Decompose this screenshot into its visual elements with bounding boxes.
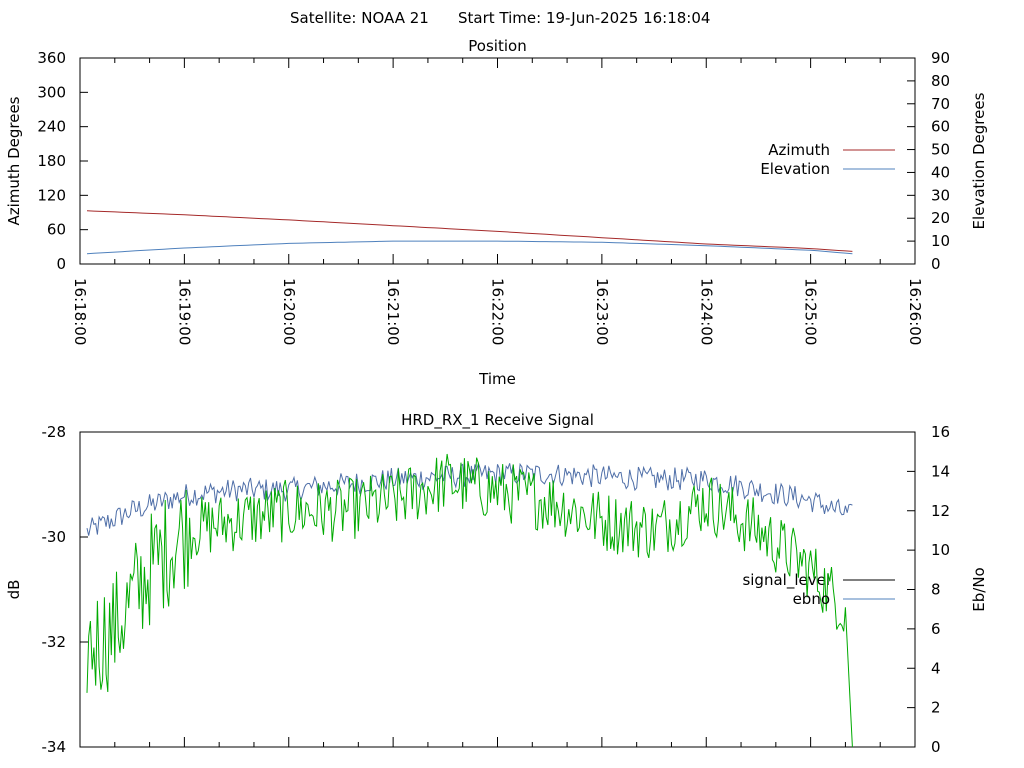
legend-label: ebno bbox=[793, 590, 830, 608]
y2-tick-label: 4 bbox=[931, 659, 941, 677]
y2-tick-label: 6 bbox=[931, 620, 941, 638]
y-tick-label: -34 bbox=[42, 738, 67, 756]
legend-label: Elevation bbox=[760, 160, 830, 178]
x-tick-label: 16:21:00 bbox=[384, 278, 402, 345]
y2-tick-label: 14 bbox=[931, 462, 950, 480]
series-line-azimuth bbox=[86, 210, 853, 252]
y2-tick-label: 16 bbox=[931, 423, 950, 441]
y2-tick-label: 10 bbox=[931, 541, 950, 559]
y-tick-label: 300 bbox=[37, 83, 66, 101]
x-tick-label: 16:23:00 bbox=[593, 278, 611, 345]
y-tick-label: 360 bbox=[37, 49, 66, 67]
x-tick-label: 16:18:00 bbox=[71, 278, 89, 345]
position-chart: Position 0 60 120 180 240 300 360 0 10 20 30 40 50 60 7… bbox=[5, 37, 988, 388]
start-time-label: Start Time: 19-Jun-2025 16:18:04 bbox=[458, 9, 710, 27]
y2-tick-label: 0 bbox=[931, 738, 941, 756]
series-line-ebno bbox=[86, 453, 853, 748]
x-tick-label: 16:24:00 bbox=[697, 278, 715, 345]
y2-tick-label: 50 bbox=[931, 141, 950, 159]
y2-tick-label: 30 bbox=[931, 186, 950, 204]
y-tick-label: -32 bbox=[42, 633, 67, 651]
x-tick-label: 16:22:00 bbox=[489, 278, 507, 345]
plot-frame bbox=[79, 431, 916, 748]
y2-tick-label: 2 bbox=[931, 699, 941, 717]
chart-title: HRD_RX_1 Receive Signal bbox=[401, 411, 594, 430]
y2-tick-label: 90 bbox=[931, 49, 950, 67]
x-tick-label: 16:25:00 bbox=[802, 278, 820, 345]
series-line-signal_level bbox=[86, 461, 853, 536]
y2-tick-label: 10 bbox=[931, 232, 950, 250]
y2-tick-label: 8 bbox=[931, 581, 941, 599]
y-tick-label: -28 bbox=[42, 423, 67, 441]
y2-tick-label: 40 bbox=[931, 163, 950, 181]
y-tick-label: 120 bbox=[37, 186, 66, 204]
x-axis-label: Time bbox=[478, 370, 516, 388]
chart-title: Position bbox=[468, 37, 526, 55]
y2-axis-label: Eb/No bbox=[970, 567, 988, 611]
series-line-elevation bbox=[86, 240, 853, 255]
legend-label: Azimuth bbox=[768, 141, 830, 159]
x-tick-label: 16:20:00 bbox=[280, 278, 298, 345]
y-tick-label: 240 bbox=[37, 118, 66, 136]
y-tick-label: 0 bbox=[56, 255, 66, 273]
y2-tick-label: 70 bbox=[931, 95, 950, 113]
y2-axis-label: Elevation Degrees bbox=[970, 92, 988, 229]
receive-signal-chart: HRD_RX_1 Receive Signal -34 -32 -30 -28 0 2 4 6 8… bbox=[5, 411, 988, 756]
y2-tick-label: 60 bbox=[931, 118, 950, 136]
y-tick-label: 60 bbox=[47, 221, 66, 239]
y-axis-label: dB bbox=[5, 580, 23, 600]
y2-tick-label: 20 bbox=[931, 209, 950, 227]
x-tick-label: 16:19:00 bbox=[175, 278, 193, 345]
x-tick-label: 16:26:00 bbox=[906, 278, 924, 345]
y2-tick-label: 12 bbox=[931, 502, 950, 520]
y2-tick-label: 80 bbox=[931, 72, 950, 90]
satellite-label: Satellite: NOAA 21 bbox=[290, 9, 429, 27]
y2-tick-label: 0 bbox=[931, 255, 941, 273]
y-axis-label: Azimuth Degrees bbox=[5, 96, 23, 225]
y-tick-label: 180 bbox=[37, 152, 66, 170]
y-tick-label: -30 bbox=[42, 528, 67, 546]
